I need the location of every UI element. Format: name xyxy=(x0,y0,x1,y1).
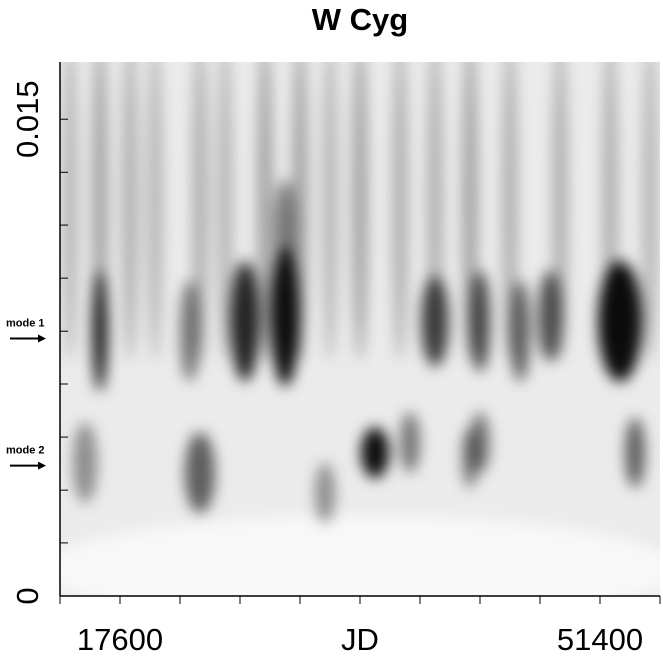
chart-title: W Cyg xyxy=(312,2,408,37)
feature xyxy=(360,427,390,479)
annotation: mode 1 xyxy=(6,317,45,329)
feature xyxy=(180,280,200,382)
x-tick-label: 51400 xyxy=(557,622,643,657)
annotation: mode 2 xyxy=(6,445,45,457)
y-tick-label: 0 xyxy=(10,587,45,604)
light-region xyxy=(60,515,660,596)
annotation-arrowhead xyxy=(38,461,46,470)
feature xyxy=(216,62,233,361)
feature xyxy=(92,270,108,392)
feature xyxy=(598,260,643,382)
feature xyxy=(275,179,295,282)
feature xyxy=(502,62,518,361)
feature xyxy=(420,275,450,367)
feature xyxy=(510,280,530,382)
feature xyxy=(147,62,164,361)
feature xyxy=(192,62,208,361)
feature xyxy=(392,62,408,361)
y-tick-label: 0.015 xyxy=(10,80,45,158)
feature xyxy=(470,270,490,372)
x-tick-label: 17600 xyxy=(77,622,163,657)
feature xyxy=(62,62,78,361)
feature xyxy=(400,412,420,473)
feature xyxy=(270,246,300,387)
feature xyxy=(257,62,273,361)
feature xyxy=(230,260,260,382)
feature xyxy=(184,432,216,514)
x-axis-label: JD xyxy=(341,622,379,657)
annotation-arrowhead xyxy=(38,334,46,343)
feature xyxy=(121,62,138,361)
feature xyxy=(625,417,646,488)
axes xyxy=(59,62,661,604)
feature xyxy=(72,422,98,503)
feature xyxy=(537,270,563,362)
feature xyxy=(352,62,368,361)
features xyxy=(62,62,658,524)
feature xyxy=(322,62,338,361)
feature xyxy=(315,462,336,524)
plot-area xyxy=(60,62,660,596)
feature xyxy=(642,62,658,361)
feature xyxy=(462,427,479,488)
